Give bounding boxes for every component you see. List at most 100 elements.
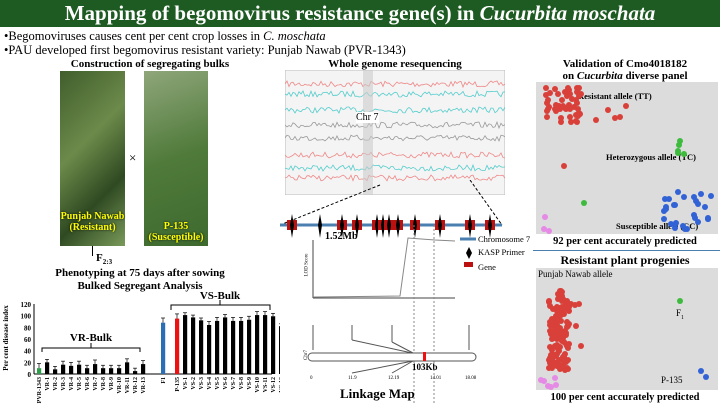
pos-2: 12.19 xyxy=(388,376,400,381)
data-point xyxy=(676,137,683,144)
wgs-heading: Whole genome resequencing xyxy=(328,58,462,70)
data-point xyxy=(548,315,555,322)
data-point xyxy=(555,91,562,98)
bullet-1: •Begomoviruses causes cent per cent crop… xyxy=(4,29,326,43)
data-point xyxy=(675,148,682,155)
data-point xyxy=(604,107,611,114)
data-point xyxy=(557,114,564,121)
data-point xyxy=(572,112,579,119)
cross-symbol: × xyxy=(129,150,137,165)
data-point xyxy=(694,219,701,226)
vs-bulk-label: VS-Bulk xyxy=(200,290,241,302)
data-point xyxy=(566,114,573,120)
f23-label: F2:3 xyxy=(96,252,113,267)
data-point xyxy=(552,375,559,381)
data-point xyxy=(563,305,570,312)
data-point xyxy=(555,356,562,363)
x-tick: VR-3 xyxy=(61,377,67,391)
data-point xyxy=(692,215,699,222)
bar-F1 xyxy=(161,322,166,374)
data-point xyxy=(690,212,697,219)
data-point xyxy=(567,300,574,307)
data-point xyxy=(543,85,550,92)
data-point xyxy=(557,366,564,373)
data-point xyxy=(555,296,562,302)
data-point xyxy=(552,102,559,109)
y-tick: 20 xyxy=(24,359,32,367)
data-point xyxy=(575,106,582,113)
data-point xyxy=(543,91,550,98)
slide-title: Mapping of begomovirus resistance gene(s… xyxy=(0,0,720,27)
arrow xyxy=(92,246,93,256)
data-point xyxy=(571,103,578,110)
vr-bulk-label: VR-Bulk xyxy=(70,332,113,344)
legend-chromosome: Chromosome 7 xyxy=(478,234,531,244)
pos-0: 0 xyxy=(310,376,313,381)
bar-VR-1 xyxy=(45,362,50,374)
data-point xyxy=(560,162,567,169)
kasp-marker xyxy=(438,214,442,238)
data-point xyxy=(668,221,675,228)
x-tick: VS-12 xyxy=(271,377,277,393)
data-point xyxy=(665,196,672,203)
bar-VS-13 xyxy=(279,326,280,374)
result-2: 100 per cent accurately predicted xyxy=(550,392,700,403)
bar-VR-11 xyxy=(125,362,130,374)
data-point xyxy=(546,302,553,309)
data-point xyxy=(573,96,580,103)
kasp-marker xyxy=(396,214,400,238)
wgs-plot xyxy=(285,70,505,195)
data-point xyxy=(577,342,584,349)
x-tick: VS-9 xyxy=(247,377,253,390)
bulks-heading: Construction of segregating bulks xyxy=(70,58,230,70)
x-tick: VS-10 xyxy=(255,377,261,393)
data-point xyxy=(553,304,560,311)
bar-VS-1 xyxy=(183,315,188,374)
bar-VR-9 xyxy=(109,368,114,374)
data-point xyxy=(703,373,710,380)
data-point xyxy=(681,226,688,233)
bar-VS-5 xyxy=(215,320,220,374)
data-point xyxy=(576,300,583,307)
data-point xyxy=(562,341,569,348)
coverage-track xyxy=(285,174,505,182)
x-tick: VS-13 xyxy=(279,377,280,393)
photo1-label: Punjab Nawab (Resistant) xyxy=(60,211,125,233)
progenies-scatter: Punjab Nawab allele F1 P-135 xyxy=(536,268,718,391)
punjab-nawab-photo: Punjab Nawab (Resistant) xyxy=(60,71,125,246)
x-tick: VS-6 xyxy=(223,377,229,390)
validation-scatter: Resistant allele (TT) Heterozygous allel… xyxy=(536,82,718,235)
data-point xyxy=(558,118,565,125)
x-tick: VR-10 xyxy=(117,377,123,394)
label-f1: F1 xyxy=(676,308,685,321)
bar-VS-6 xyxy=(223,317,228,374)
data-point xyxy=(559,334,566,341)
bar-VS-12 xyxy=(271,316,276,374)
legend-kasp: KASP Primer xyxy=(478,247,525,257)
data-point xyxy=(557,311,564,318)
bar-VS-9 xyxy=(247,319,252,374)
data-point xyxy=(551,358,558,365)
data-point xyxy=(546,322,553,329)
data-point xyxy=(567,91,574,98)
x-tick: VR-8 xyxy=(101,377,107,391)
data-point xyxy=(698,368,705,375)
data-point xyxy=(540,225,547,232)
x-tick: VS-7 xyxy=(231,377,237,390)
data-point xyxy=(616,114,623,121)
data-point xyxy=(592,116,599,123)
data-point xyxy=(555,292,562,299)
chr7-highlight xyxy=(363,70,373,195)
bar-VR-10 xyxy=(117,368,122,374)
data-point xyxy=(558,328,565,335)
data-point xyxy=(581,200,588,207)
data-point xyxy=(558,298,565,305)
data-point xyxy=(545,96,552,103)
bar-VS-2 xyxy=(191,317,196,374)
coverage-track xyxy=(285,89,505,98)
data-point xyxy=(564,85,571,92)
x-tick: VS-5 xyxy=(215,377,221,390)
data-point xyxy=(541,214,548,221)
x-tick: VR-5 xyxy=(77,377,83,391)
x-tick: VS-8 xyxy=(239,377,245,390)
